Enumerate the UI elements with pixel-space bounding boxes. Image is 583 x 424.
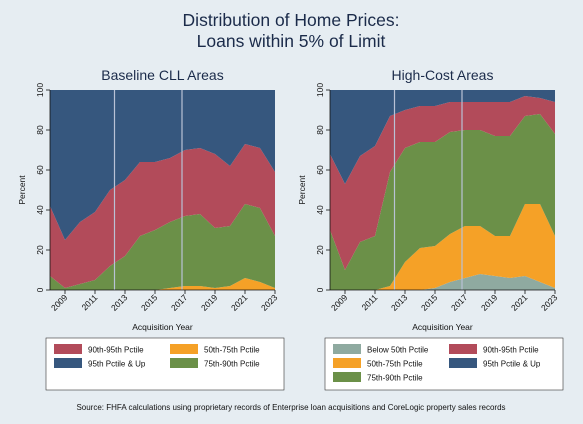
y-tick-label: 80 [315, 125, 325, 135]
legend-label-50th-75th-pctile: 50th-75th Pctile [204, 346, 260, 355]
legend-box [45, 337, 285, 391]
y-tick-label: 40 [35, 205, 45, 215]
x-tick-label: 2019 [199, 292, 220, 313]
y-tick-label: 100 [315, 83, 325, 97]
legend-box [324, 337, 564, 391]
legend-swatch-95th-pctile-up [449, 358, 477, 368]
panel-baseline-cll: Baseline CLL Areas 0 20 40 60 80 100 2009 2011 20… [17, 67, 280, 332]
panel-title: Baseline CLL Areas [101, 67, 223, 83]
x-tick-label: 2021 [509, 292, 530, 313]
area-90th-95th-pctile [50, 144, 275, 288]
legend-label-75th-90th-pctile: 75th-90th Pctile [367, 374, 423, 383]
y-tick-label: 20 [315, 245, 325, 255]
y-tick-label: 100 [35, 83, 45, 97]
x-tick-label: 2011 [79, 292, 99, 312]
legend-swatch-below-50th-pctile [333, 344, 361, 354]
y-tick-label: 60 [315, 165, 325, 175]
legend-label-90th-95th-pctile: 90th-95th Pctile [88, 346, 144, 355]
y-tick-label: 80 [35, 125, 45, 135]
x-axis-label: Acquisition Year [132, 322, 193, 332]
legend-label-95th-pctile-up: 95th Pctile & Up [483, 360, 541, 369]
x-tick-label: 2011 [359, 292, 379, 312]
x-tick-label: 2017 [449, 292, 470, 313]
legend-swatch-90th-95th-pctile [54, 344, 82, 354]
area-50th-75th-pctile [50, 278, 275, 290]
legend-label-below-50th-pctile: Below 50th Pctile [367, 346, 429, 355]
x-tick-label: 2013 [389, 292, 410, 313]
area-75th-90th-pctile [50, 204, 275, 290]
x-tick-label: 2009 [329, 292, 350, 313]
x-tick-label: 2017 [169, 292, 190, 313]
legend-label-75th-90th-pctile: 75th-90th Pctile [204, 360, 260, 369]
x-tick-label: 2013 [109, 292, 130, 313]
x-tick-label: 2019 [479, 292, 500, 313]
legend-swatch-75th-90th-pctile [170, 358, 198, 368]
source-note: Source: FHFA calculations using propriet… [76, 403, 505, 412]
area-below-50th-pctile [330, 274, 555, 290]
legend-high-cost: Below 50th Pctile 90th-95th Pctile 50th-75… [324, 337, 564, 391]
y-tick-label: 60 [35, 165, 45, 175]
y-axis-label: Percent [297, 175, 307, 205]
x-tick-label: 2023 [539, 292, 560, 313]
legend-swatch-90th-95th-pctile [449, 344, 477, 354]
figure-title-line2: Loans within 5% of Limit [197, 31, 386, 51]
legend-baseline-cll: 90th-95th Pctile 50th-75th Pctile 95th Pct… [45, 337, 285, 391]
y-tick-label: 20 [35, 245, 45, 255]
legend-swatch-95th-pctile-up [54, 358, 82, 368]
x-tick-label: 2021 [229, 292, 250, 313]
legend-swatch-50th-75th-pctile [333, 358, 361, 368]
legend-label-95th-pctile-up: 95th Pctile & Up [88, 360, 146, 369]
x-tick-label: 2023 [259, 292, 280, 313]
y-axis-label: Percent [17, 175, 27, 205]
panel-title: High-Cost Areas [392, 67, 494, 83]
x-axis-label: Acquisition Year [412, 322, 473, 332]
figure-title-line1: Distribution of Home Prices: [183, 10, 400, 30]
x-tick-label: 2015 [139, 292, 160, 313]
area-75th-90th-pctile [330, 114, 555, 290]
panel-high-cost: High-Cost Areas 0 20 40 60 80 100 2009 2011 2013 2… [297, 67, 560, 332]
y-tick-label: 0 [315, 287, 325, 292]
area-90th-95th-pctile [330, 96, 555, 270]
x-tick-label: 2015 [419, 292, 440, 313]
legend-swatch-75th-90th-pctile [333, 372, 361, 382]
legend-swatch-50th-75th-pctile [170, 344, 198, 354]
area-95th-pctile-up [50, 90, 275, 240]
x-tick-label: 2009 [49, 292, 70, 313]
y-tick-label: 40 [315, 205, 325, 215]
legend-label-90th-95th-pctile: 90th-95th Pctile [483, 346, 539, 355]
y-tick-label: 0 [35, 287, 45, 292]
area-95th-pctile-up [330, 90, 555, 184]
area-50th-75th-pctile [330, 204, 555, 290]
legend-label-50th-75th-pctile: 50th-75th Pctile [367, 360, 423, 369]
